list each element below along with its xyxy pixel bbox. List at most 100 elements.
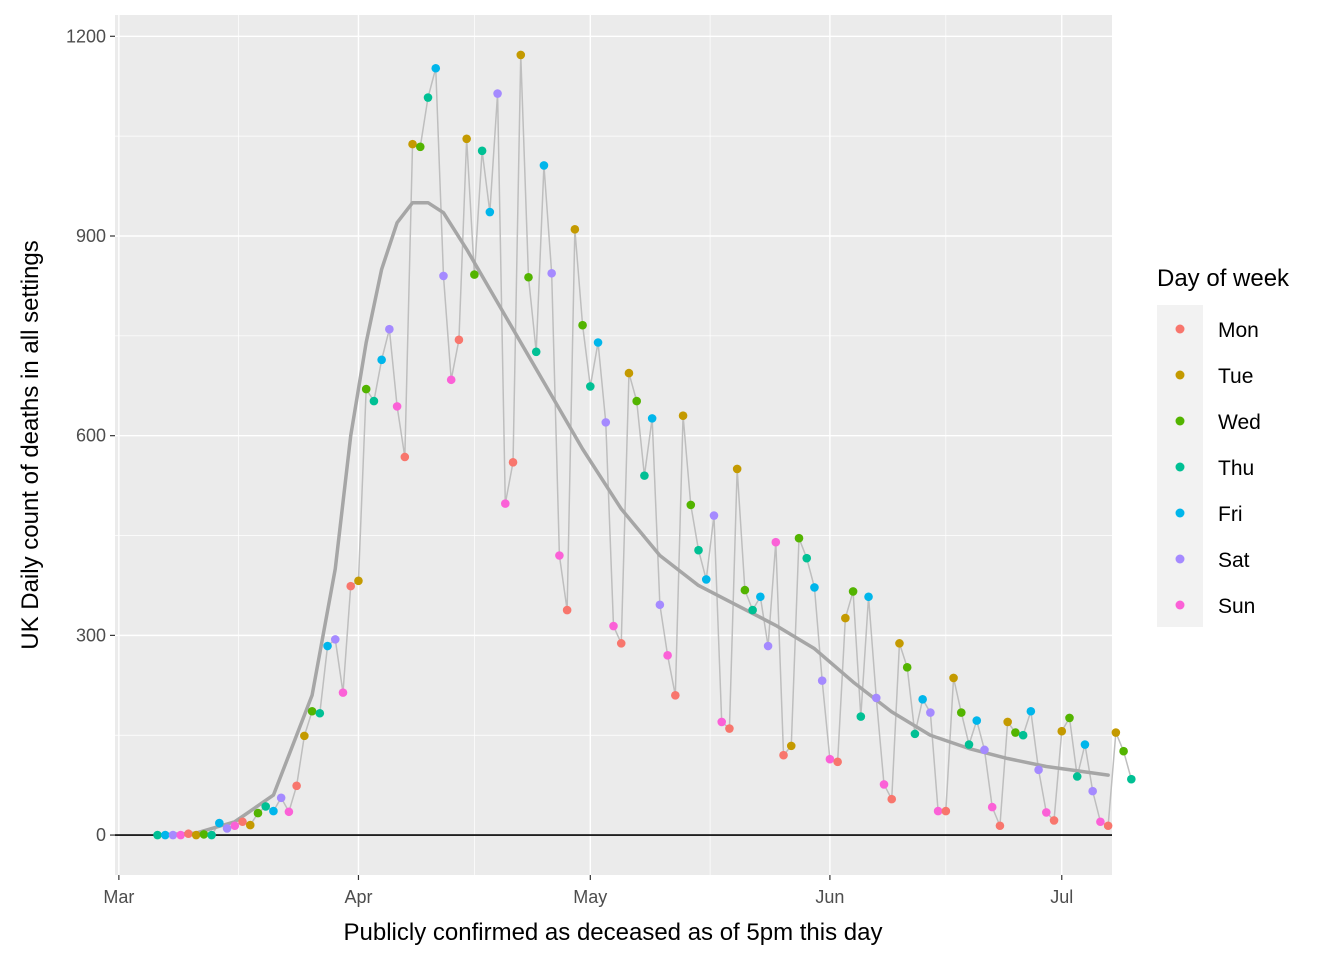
x-axis: Mar Apr May Jun Jul: [103, 875, 1073, 907]
data-point-sun: [176, 830, 185, 840]
legend-label-thu: Thu: [1218, 457, 1254, 480]
data-point-wed: [956, 708, 966, 717]
data-point-thu: [694, 545, 703, 555]
data-point-fri: [972, 716, 982, 725]
data-point-thu: [910, 729, 920, 739]
x-tick-label: Jul: [1050, 887, 1073, 907]
y-tick-label: 600: [76, 426, 106, 446]
data-point-mon: [833, 757, 842, 767]
data-point-tue: [354, 576, 363, 586]
data-point-mon: [616, 639, 626, 648]
data-point-tue: [732, 464, 742, 474]
data-point-tue: [516, 50, 526, 60]
data-point-wed: [686, 500, 696, 510]
data-point-mon: [671, 690, 680, 700]
data-point-wed: [632, 396, 641, 406]
data-point-sat: [817, 676, 827, 685]
data-point-tue: [408, 139, 417, 149]
data-point-sat: [493, 89, 502, 98]
data-point-tue: [191, 830, 201, 840]
data-point-fri: [160, 830, 170, 840]
data-point-thu: [531, 347, 541, 357]
points-layer: [153, 50, 1136, 840]
data-point-sat: [168, 830, 178, 840]
data-point-wed: [307, 706, 317, 716]
data-point-tue: [462, 134, 471, 144]
data-point-fri: [864, 592, 873, 602]
y-axis-title: UK Daily count of deaths in all settings: [17, 240, 44, 650]
data-point-fri: [269, 806, 278, 816]
y-tick-label: 1200: [66, 26, 106, 46]
legend-entries: Mon Tue Wed Thu Fri Sat Sun: [1175, 319, 1261, 618]
data-point-mon: [184, 829, 193, 839]
data-point-mon: [779, 750, 788, 760]
data-point-sat: [547, 268, 556, 278]
data-point-sun: [987, 802, 997, 812]
data-point-tue: [949, 673, 958, 683]
data-point-fri: [431, 63, 441, 73]
y-tick-label: 300: [76, 625, 106, 645]
data-point-wed: [578, 320, 587, 330]
data-point-mon: [400, 452, 410, 462]
data-point-tue: [624, 368, 634, 378]
data-point-thu: [153, 830, 162, 840]
data-point-sun: [230, 821, 240, 831]
data-point-thu: [802, 553, 812, 563]
legend-label-sat: Sat: [1218, 549, 1250, 572]
data-point-wed: [253, 808, 263, 818]
legend-key-mon: [1175, 324, 1185, 334]
data-point-mon: [238, 817, 247, 827]
legend-key-sat: [1175, 554, 1185, 564]
data-point-tue: [1003, 717, 1012, 727]
data-point-fri: [377, 355, 386, 365]
legend-label-sun: Sun: [1218, 595, 1255, 618]
data-point-sat: [330, 635, 340, 644]
data-point-mon: [346, 581, 356, 591]
data-point-sun: [771, 537, 781, 547]
data-point-wed: [1065, 713, 1074, 723]
data-point-thu: [207, 830, 216, 840]
data-point-sun: [609, 621, 618, 631]
data-point-fri: [647, 414, 657, 423]
data-point-wed: [1119, 746, 1128, 756]
data-point-wed: [470, 270, 479, 279]
data-point-thu: [640, 471, 649, 480]
legend-key-tue: [1175, 370, 1185, 380]
data-point-wed: [415, 142, 425, 152]
data-point-mon: [454, 335, 464, 345]
data-point-fri: [539, 161, 549, 170]
legend-title: Day of week: [1157, 265, 1290, 292]
x-tick-label: Apr: [344, 887, 372, 907]
data-point-thu: [964, 740, 974, 749]
data-point-tue: [678, 411, 688, 421]
data-point-wed: [361, 384, 371, 394]
data-point-thu: [748, 605, 757, 615]
data-point-sun: [446, 375, 456, 385]
grid-minor: [115, 15, 1112, 875]
data-point-sun: [879, 780, 889, 789]
y-tick-label: 900: [76, 226, 106, 246]
data-point-wed: [848, 587, 858, 596]
smooth-trend-line: [155, 200, 1110, 837]
data-point-thu: [1018, 730, 1028, 740]
x-tick-label: Jun: [815, 887, 844, 907]
data-point-sat: [1088, 786, 1097, 796]
data-point-fri: [918, 694, 927, 704]
data-point-thu: [1072, 772, 1082, 781]
legend: Day of week Mon Tue Wed Thu Fri Sat Sun: [1157, 265, 1290, 627]
data-point-sat: [222, 824, 232, 833]
data-point-mon: [887, 794, 897, 804]
data-point-tue: [895, 639, 904, 648]
data-point-thu: [1127, 774, 1136, 784]
data-point-sun: [1042, 808, 1051, 817]
data-point-fri: [1026, 706, 1036, 716]
data-point-fri: [701, 575, 711, 584]
data-point-sat: [655, 600, 665, 610]
data-point-wed: [524, 272, 533, 282]
data-point-thu: [369, 396, 379, 406]
smooth-layer: [155, 200, 1110, 837]
data-point-wed: [902, 663, 912, 672]
data-point-mon: [1049, 816, 1059, 825]
legend-label-mon: Mon: [1218, 319, 1259, 342]
data-point-thu: [856, 712, 866, 721]
